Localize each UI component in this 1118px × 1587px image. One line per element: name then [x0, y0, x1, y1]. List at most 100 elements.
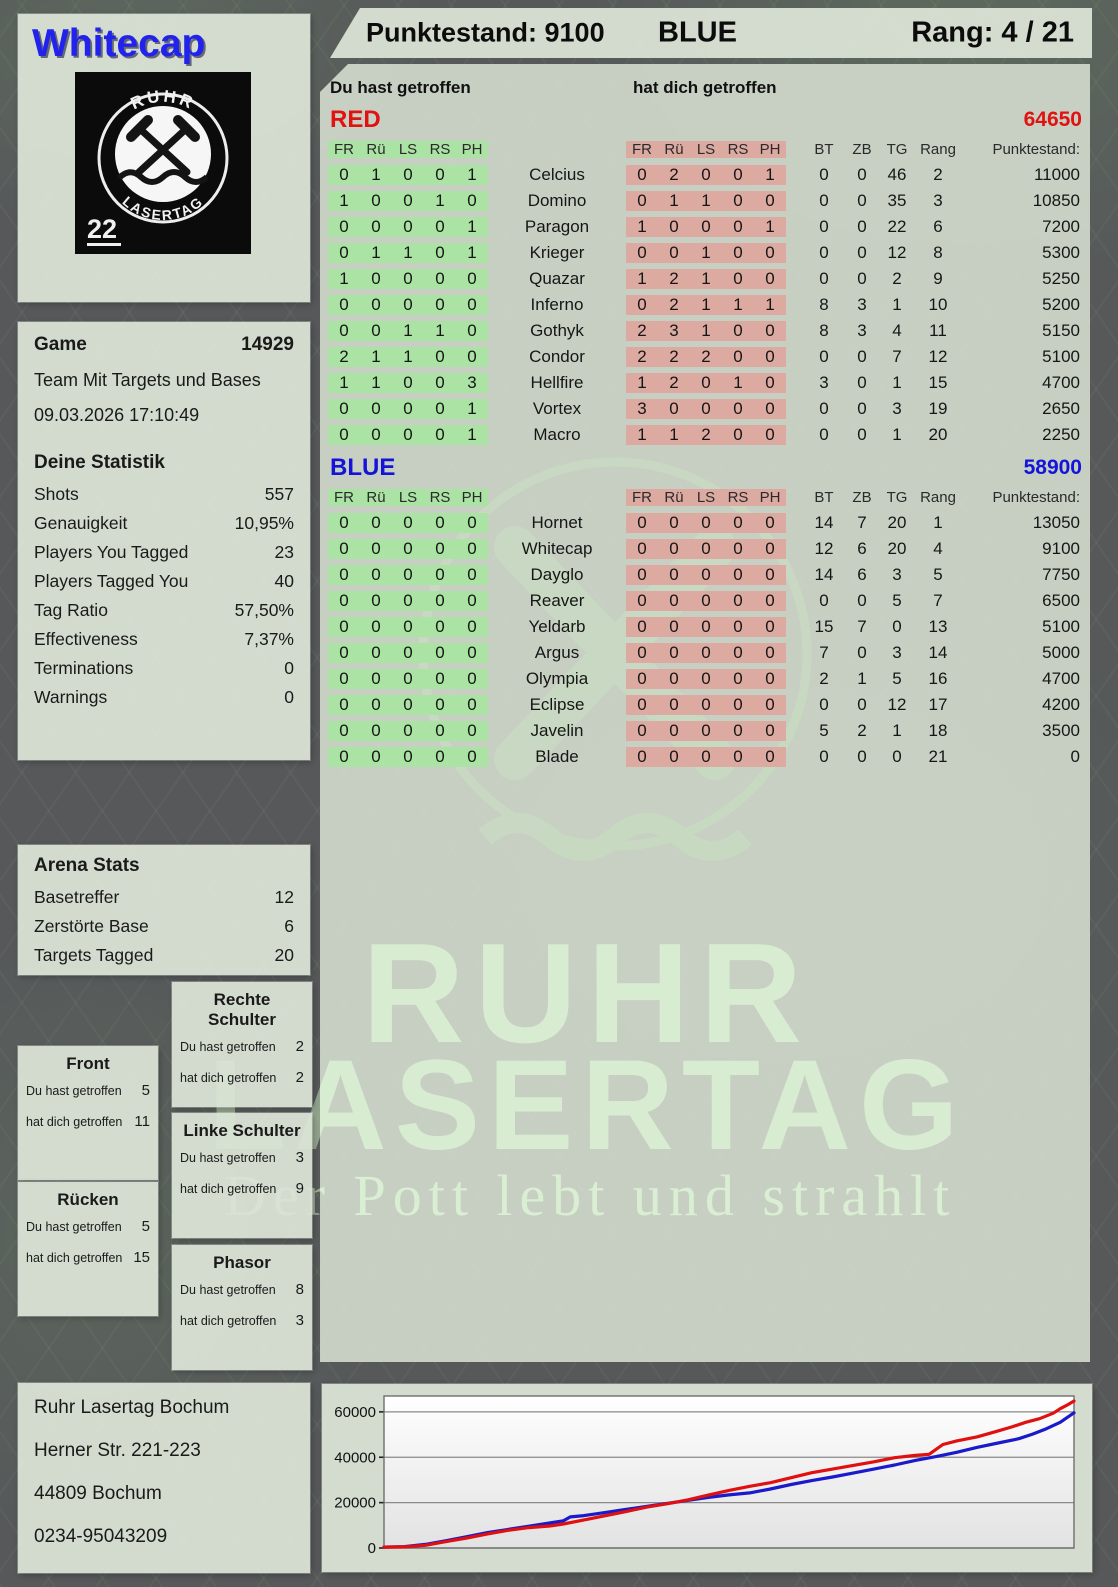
you-hit-cell: 1: [456, 165, 488, 185]
hit-you-cell: 0: [658, 399, 690, 419]
hit-you-cell: 0: [690, 373, 722, 393]
hit-you-cell: 0: [754, 669, 786, 689]
stat-cell: 5: [892, 669, 902, 688]
hit-zone-panel-phasor: Phasor Du hast getroffen 8 hat dich getroff…: [172, 1245, 312, 1370]
teams-container: RED 64650 FR Rü LS RS PH FR Rü LS RS PH BT ZB TG Rang Pu…: [328, 106, 1082, 770]
hit-you-cell: 0: [690, 721, 722, 741]
chart-border: [383, 1395, 1075, 1549]
stat-cell: 5: [819, 721, 829, 740]
hit-you-cell: 0: [626, 165, 658, 185]
you-hit-cell: 0: [360, 565, 392, 585]
hit-you-column-header: Rü: [658, 488, 690, 506]
your-stat-row: Players Tagged You 40: [34, 567, 294, 596]
hit-you-cell: 0: [658, 217, 690, 237]
hit-you-cell: 0: [754, 591, 786, 611]
you-hit-cell: 0: [424, 539, 456, 559]
you-hit-cell: 0: [360, 191, 392, 211]
stat-cell: 0: [819, 243, 829, 262]
stat-cell: 17: [928, 695, 948, 714]
hit-you-cell: 0: [754, 191, 786, 211]
hit-you-cell: 0: [690, 695, 722, 715]
stat-column-header: TG: [886, 140, 908, 158]
stat-cell: 3: [892, 643, 902, 662]
points-cell: 5100: [1042, 347, 1080, 366]
you-hit-cell: 0: [424, 399, 456, 419]
team-header: BLUE 58900: [328, 454, 1082, 484]
you-hit-cell: 0: [392, 165, 424, 185]
you-hit-group-label: Du hast getroffen: [330, 78, 471, 97]
hit-you-column-header: RS: [722, 488, 754, 506]
you-hit-cell: 0: [328, 695, 360, 715]
points-cell: 7750: [1042, 565, 1080, 584]
team-score-grid: FR Rü LS RS PH FR Rü LS RS PH BT ZB TG Rang Punktestan…: [328, 136, 1082, 448]
team-header: RED 64650: [328, 106, 1082, 136]
hit-you-cell: 0: [754, 347, 786, 367]
you-hit-cell: 0: [328, 617, 360, 637]
player-name-cell: Dayglo: [530, 565, 584, 584]
header-points: Punktestand: 9100: [366, 17, 605, 48]
hit-you-cell: 0: [754, 643, 786, 663]
your-stat-row-value: 10,95%: [234, 513, 294, 533]
stat-cell: 21: [928, 747, 948, 766]
hit-you-cell: 0: [722, 513, 754, 533]
hit-zone-title: Phasor: [213, 1253, 271, 1272]
stat-cell: 7: [857, 513, 867, 532]
team-section-blue: BLUE 58900 FR Rü LS RS PH FR Rü LS RS PH BT ZB TG Rang P…: [328, 454, 1082, 770]
you-hit-cell: 0: [328, 643, 360, 663]
hit-you-cell: 0: [658, 565, 690, 585]
you-hit-cell: 0: [392, 695, 424, 715]
points-cell: 3500: [1042, 721, 1080, 740]
you-hit-cell: 0: [424, 695, 456, 715]
you-hit-column-header: FR: [328, 488, 360, 506]
you-hit-label: Du hast getroffen: [26, 1220, 122, 1234]
your-stat-row-label: Effectiveness: [34, 629, 138, 649]
arena-stats-title: Arena Stats: [34, 855, 140, 876]
hit-zone-panel-ruecken: Rücken Du hast getroffen 5 hat dich getroff…: [18, 1182, 158, 1316]
hit-zone-you-hit-row: Du hast getroffen 5: [26, 1082, 150, 1099]
hit-you-cell: 1: [690, 191, 722, 211]
you-hit-cell: 0: [328, 721, 360, 741]
you-hit-cell: 0: [456, 191, 488, 211]
you-hit-cell: 0: [328, 425, 360, 445]
you-hit-cell: 1: [360, 347, 392, 367]
stat-cell: 5: [892, 591, 902, 610]
points-cell: 5100: [1042, 617, 1080, 636]
score-progress-chart-panel: 0 20000 40000 60000: [322, 1384, 1092, 1572]
stat-cell: 0: [857, 425, 867, 444]
your-stat-row: Players You Tagged 23: [34, 538, 294, 567]
stat-cell: 0: [857, 399, 867, 418]
hit-you-cell: 0: [690, 217, 722, 237]
hit-you-cell: 1: [690, 295, 722, 315]
hit-you-column-header: LS: [690, 488, 722, 506]
points-cell: 5150: [1042, 321, 1080, 340]
hit-you-cell: 0: [754, 721, 786, 741]
crossed-hammers-icon: [126, 115, 200, 176]
you-hit-cell: 0: [456, 747, 488, 767]
you-hit-cell: 0: [392, 269, 424, 289]
stat-cell: 15: [928, 373, 948, 392]
you-hit-cell: 1: [328, 269, 360, 289]
you-hit-cell: 0: [456, 643, 488, 663]
hit-you-cell: 2: [658, 165, 690, 185]
you-hit-cell: 0: [424, 643, 456, 663]
stat-column-header: Punktestand:: [992, 488, 1080, 506]
venue-street: Herner Str. 221-223: [34, 1440, 201, 1461]
points-cell: 2650: [1042, 399, 1080, 418]
hit-you-cell: 0: [658, 591, 690, 611]
header-team: BLUE: [658, 16, 737, 49]
panel-watermark-lasertag: LASERTAG: [320, 1034, 967, 1177]
stat-cell: 0: [819, 591, 829, 610]
hit-you-cell: 0: [690, 617, 722, 637]
points-cell: 5300: [1042, 243, 1080, 262]
hit-you-cell: 0: [722, 617, 754, 637]
hit-you-cell: 1: [722, 373, 754, 393]
team-name-label: BLUE: [330, 454, 396, 481]
hit-you-value: 2: [295, 1069, 304, 1086]
hit-you-column-header: RS: [722, 140, 754, 158]
you-hit-cell: 1: [456, 217, 488, 237]
you-hit-cell: 0: [360, 269, 392, 289]
your-stat-row: Shots 557: [34, 480, 294, 509]
player-name-cell: Celcius: [529, 165, 585, 184]
chart-plot-area: [384, 1396, 1074, 1548]
